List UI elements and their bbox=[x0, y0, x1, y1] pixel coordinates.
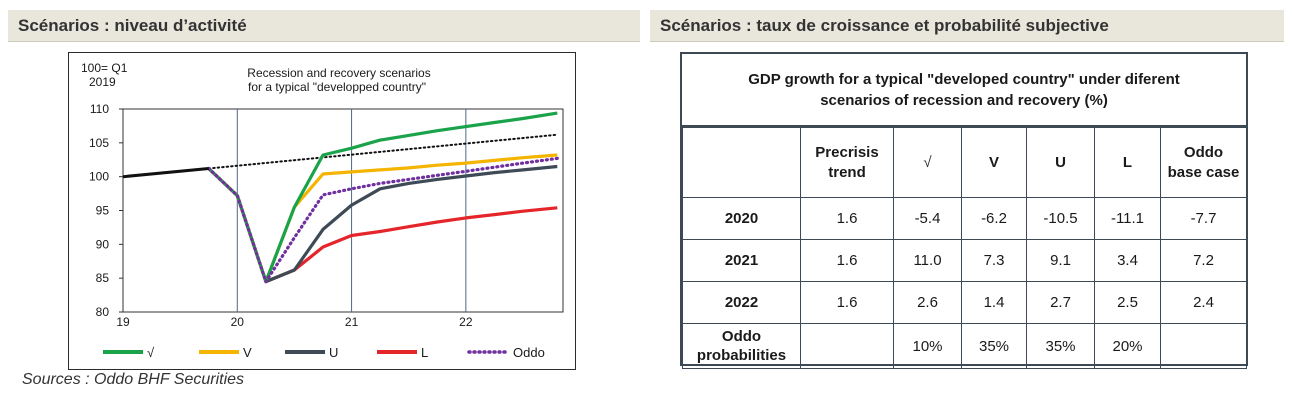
y-tick-label: 90 bbox=[96, 237, 110, 251]
legend-label-l: L bbox=[421, 345, 428, 360]
table-cell: 2.7 bbox=[1026, 281, 1095, 324]
gdp-growth-table: Precrisis trend √ V U L Oddo base case 2… bbox=[682, 127, 1247, 369]
chart-title-line-2: for a typical "developped country" bbox=[248, 80, 426, 94]
table-cell: 11.0 bbox=[893, 239, 962, 282]
row-label: 2022 bbox=[682, 281, 801, 324]
table-cell: 3.4 bbox=[1094, 239, 1161, 282]
table-cell: -5.4 bbox=[893, 197, 962, 240]
y-tick-label: 110 bbox=[90, 102, 109, 116]
trend-line bbox=[207, 133, 559, 170]
table-cell: 2.5 bbox=[1094, 281, 1161, 324]
table-cell: 2.6 bbox=[893, 281, 962, 324]
legend-label-u: U bbox=[329, 345, 338, 360]
table-cell: -10.5 bbox=[1026, 197, 1095, 240]
gdp-growth-table-panel: GDP growth for a typical "developed coun… bbox=[680, 52, 1248, 369]
table-cell: 1.4 bbox=[961, 281, 1027, 324]
source-note: Sources : Oddo BHF Securities bbox=[22, 371, 245, 388]
activity-chart: 19 20 21 22 80 85 90 95 100 105 110 100= Q1 2019 Rece… bbox=[68, 52, 576, 370]
y-axis-label-line-1: 100= Q1 bbox=[81, 61, 128, 75]
table-cell: 1.6 bbox=[800, 197, 894, 240]
row-label: 2020 bbox=[682, 197, 801, 240]
table-header-row: Precrisis trend √ V U L Oddo base case bbox=[682, 127, 1247, 198]
y-tick-label: 80 bbox=[96, 305, 110, 319]
series-line-oddo bbox=[207, 156, 559, 284]
table-cell bbox=[1160, 323, 1247, 369]
table-cell: 2.4 bbox=[1160, 281, 1247, 324]
col-header-precrisis-trend: Precrisis trend bbox=[800, 127, 894, 198]
table-title: GDP growth for a typical "developed coun… bbox=[682, 54, 1246, 127]
y-tick-label: 100 bbox=[89, 170, 109, 184]
table-title-line-2: scenarios of recession and recovery (%) bbox=[820, 91, 1108, 109]
x-tick-label: 21 bbox=[345, 315, 359, 329]
table-cell: 20% bbox=[1094, 323, 1161, 369]
legend-label-oddo: Oddo bbox=[513, 345, 545, 360]
chart-title-line-1: Recession and recovery scenarios bbox=[247, 66, 430, 80]
table-row-oddo-probabilities: Oddo probabilities 10% 35% 35% 20% bbox=[682, 323, 1247, 369]
table-cell: -11.1 bbox=[1094, 197, 1161, 240]
legend-label-sqrt: √ bbox=[147, 345, 155, 360]
table-cell bbox=[800, 323, 894, 369]
col-header-oddo-base-case: Oddo base case bbox=[1160, 127, 1247, 198]
col-header-u: U bbox=[1026, 127, 1095, 198]
table-cell: 1.6 bbox=[800, 281, 894, 324]
y-axis-label-line-2: 2019 bbox=[89, 75, 116, 89]
y-tick-label: 105 bbox=[89, 136, 109, 150]
table-cell: 7.3 bbox=[961, 239, 1027, 282]
row-label: Oddo probabilities bbox=[682, 323, 801, 369]
x-tick-label: 20 bbox=[231, 315, 245, 329]
col-header-l: L bbox=[1094, 127, 1161, 198]
table-cell: -6.2 bbox=[961, 197, 1027, 240]
x-tick-label: 22 bbox=[459, 315, 473, 329]
table-cell: 35% bbox=[961, 323, 1027, 369]
table-cell: 9.1 bbox=[1026, 239, 1095, 282]
row-label: 2021 bbox=[682, 239, 801, 282]
table-row-2022: 2022 1.6 2.6 1.4 2.7 2.5 2.4 bbox=[682, 281, 1247, 324]
right-section-header: Scénarios : taux de croissance et probab… bbox=[650, 10, 1284, 42]
col-header-v: V bbox=[961, 127, 1027, 198]
y-tick-label: 85 bbox=[96, 271, 110, 285]
right-section-title: Scénarios : taux de croissance et probab… bbox=[660, 15, 1109, 35]
left-section-header: Scénarios : niveau d’activité bbox=[8, 10, 640, 42]
table-row-2020: 2020 1.6 -5.4 -6.2 -10.5 -11.1 -7.7 bbox=[682, 197, 1247, 240]
table-title-line-1: GDP growth for a typical "developed coun… bbox=[748, 70, 1180, 88]
y-tick-label: 95 bbox=[96, 204, 110, 218]
col-header-sqrt: √ bbox=[893, 127, 962, 198]
corner-cell bbox=[682, 127, 801, 198]
table-cell: -7.7 bbox=[1160, 197, 1247, 240]
table-cell: 10% bbox=[893, 323, 962, 369]
table-cell: 7.2 bbox=[1160, 239, 1247, 282]
table-cell: 35% bbox=[1026, 323, 1095, 369]
x-tick-label: 19 bbox=[116, 315, 130, 329]
series-line-sqrt bbox=[207, 111, 558, 284]
legend-label-v: V bbox=[243, 345, 252, 360]
table-cell: 1.6 bbox=[800, 239, 894, 282]
history-line bbox=[122, 167, 209, 179]
left-section-title: Scénarios : niveau d’activité bbox=[18, 15, 247, 35]
table-row-2021: 2021 1.6 11.0 7.3 9.1 3.4 7.2 bbox=[682, 239, 1247, 282]
